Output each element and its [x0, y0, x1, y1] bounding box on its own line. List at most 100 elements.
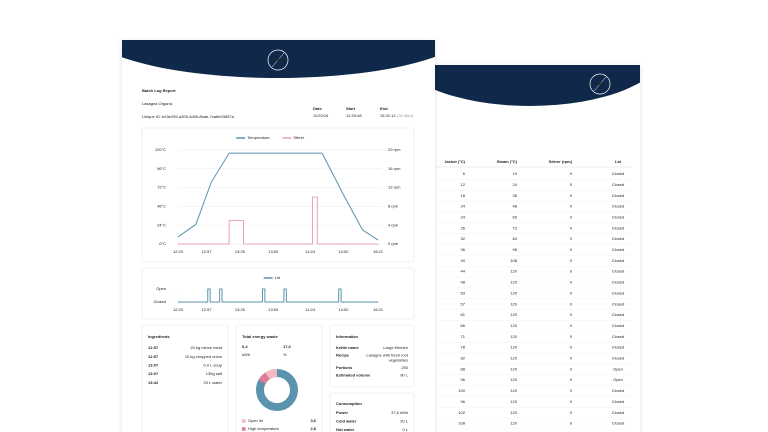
logo-slash — [593, 76, 607, 92]
meta-label: Date — [313, 106, 322, 111]
table-cell: 36 — [513, 193, 518, 198]
table-cell: Closed — [612, 269, 624, 274]
table-cell: 120 — [510, 366, 517, 371]
table-cell: 120 — [510, 334, 517, 339]
x-tick-label: 13:53 — [268, 249, 279, 254]
table-cell: 108 — [510, 258, 517, 263]
x-tick-label: 14:52 — [338, 249, 349, 254]
ingredient-time: 13:42 — [148, 380, 159, 385]
y-tick-label: 24°C — [157, 222, 166, 227]
data-table: JONI Jacket (°C) Steam (°C) Stirrer (rpm) Li… — [420, 73, 632, 430]
table-cell: Closed — [612, 410, 624, 415]
table-cell: 0 — [570, 399, 573, 404]
table-cell: 120 — [510, 323, 517, 328]
y2-tick-label: 8 rpm — [388, 203, 399, 208]
column-header: Stirrer (rpm) — [549, 159, 573, 164]
table-cell: 0 — [570, 323, 573, 328]
table-cell: Open — [613, 366, 623, 371]
x-tick-label: 15:21 — [373, 307, 384, 312]
table-cell: Closed — [612, 214, 624, 219]
kpi-unit: % — [283, 352, 287, 357]
donut-segment — [265, 369, 278, 380]
table-cell: 0 — [570, 247, 573, 252]
table-cell: 48 — [513, 204, 518, 209]
legend-label: Temperature — [247, 135, 270, 140]
card-title: Total energy waste — [242, 334, 278, 339]
info-label: Portions — [336, 365, 353, 370]
table-cell: Closed — [612, 323, 624, 328]
card — [329, 324, 415, 388]
table-cell: 120 — [510, 312, 517, 317]
table-cell: 120 — [510, 421, 517, 426]
table-cell: 0 — [570, 204, 573, 209]
table-cell: 88 — [461, 366, 466, 371]
table-cell: 78 — [461, 345, 466, 350]
consumption-value: 37,6 kWh — [391, 410, 408, 415]
info-label: Recipe — [336, 353, 350, 358]
legend-swatch — [242, 419, 246, 423]
card — [141, 127, 415, 263]
x-tick-label: 13:53 — [268, 307, 279, 312]
info-value: Lasagne with fresh root — [366, 353, 408, 358]
table-cell: 57 — [461, 301, 466, 306]
y2-tick-label: 4 rpm — [388, 222, 399, 227]
table-cell: 48 — [461, 280, 466, 285]
x-tick-label: 12:33 — [173, 307, 184, 312]
table-cell: Closed — [612, 225, 624, 230]
table-cell: 12 — [461, 182, 466, 187]
table-cell: Closed — [612, 421, 624, 426]
legend-value: 2,8 — [310, 426, 316, 431]
meta-label: Start — [346, 106, 356, 111]
table-cell: 120 — [510, 269, 517, 274]
meta-value: 12:33:48 — [346, 113, 362, 118]
table-cell: Closed — [612, 247, 624, 252]
ingredient-name: 10 kg chopped onion — [185, 354, 222, 359]
table-cell: 36 — [461, 247, 466, 252]
table-cell: Closed — [612, 236, 624, 241]
y-tick-label: 72°C — [157, 185, 166, 190]
column-header: Lid — [615, 159, 622, 164]
table-cell: Closed — [612, 388, 624, 393]
info-label: Estimated volume — [336, 373, 371, 378]
table-cell: 102 — [458, 410, 465, 415]
ingredient-time: 12:57 — [148, 354, 159, 359]
y-tick-label: Open — [156, 286, 166, 291]
kicker: Batch Log Report — [142, 88, 176, 93]
series-line — [178, 196, 378, 245]
info-value: 250 — [401, 365, 408, 370]
table-cell: 0 — [570, 171, 573, 176]
ingredient-time: 13:07 — [148, 362, 159, 367]
legend-label: High temperature — [248, 426, 280, 431]
table-cell: Closed — [612, 399, 624, 404]
y2-tick-label: 20 rpm — [388, 147, 401, 152]
y-tick-label: 120°C — [155, 147, 166, 152]
kpi-value: 6,4 — [242, 344, 248, 349]
table-cell: 120 — [510, 290, 517, 295]
back-header — [420, 65, 640, 106]
legend-label: Lid — [275, 275, 280, 280]
table-cell: Closed — [612, 356, 624, 361]
table-cell: 0 — [570, 366, 573, 371]
table-cell: 0 — [570, 345, 573, 350]
table-cell: 44 — [461, 269, 466, 274]
consumption-value: 0 L — [402, 427, 408, 432]
series-line — [177, 152, 379, 241]
table-cell: 24 — [461, 204, 466, 209]
kpi-value: 17,0 — [283, 344, 292, 349]
meta-value: 15:31:12 (3h 38m) — [380, 113, 414, 118]
table-cell: 84 — [513, 236, 518, 241]
column-header: Steam (°C) — [497, 159, 518, 164]
kpi-unit: kWh — [242, 352, 250, 357]
card-title: Consumption — [336, 401, 362, 406]
table-cell: 96 — [461, 377, 466, 382]
report-title: Lasagna Organic — [142, 101, 172, 106]
unique-id: Unique ID: b03e295-a305-4d06-8bab-7ca6e0… — [142, 114, 235, 119]
table-cell: 0 — [570, 301, 573, 306]
card-title: Ingredients — [148, 334, 170, 339]
legend-value: 3,6 — [310, 418, 316, 423]
meta-value: 11/20/19 — [313, 113, 329, 118]
table-cell: 24 — [461, 214, 466, 219]
table-cell: 61 — [461, 312, 466, 317]
card-title: Information — [336, 334, 359, 339]
